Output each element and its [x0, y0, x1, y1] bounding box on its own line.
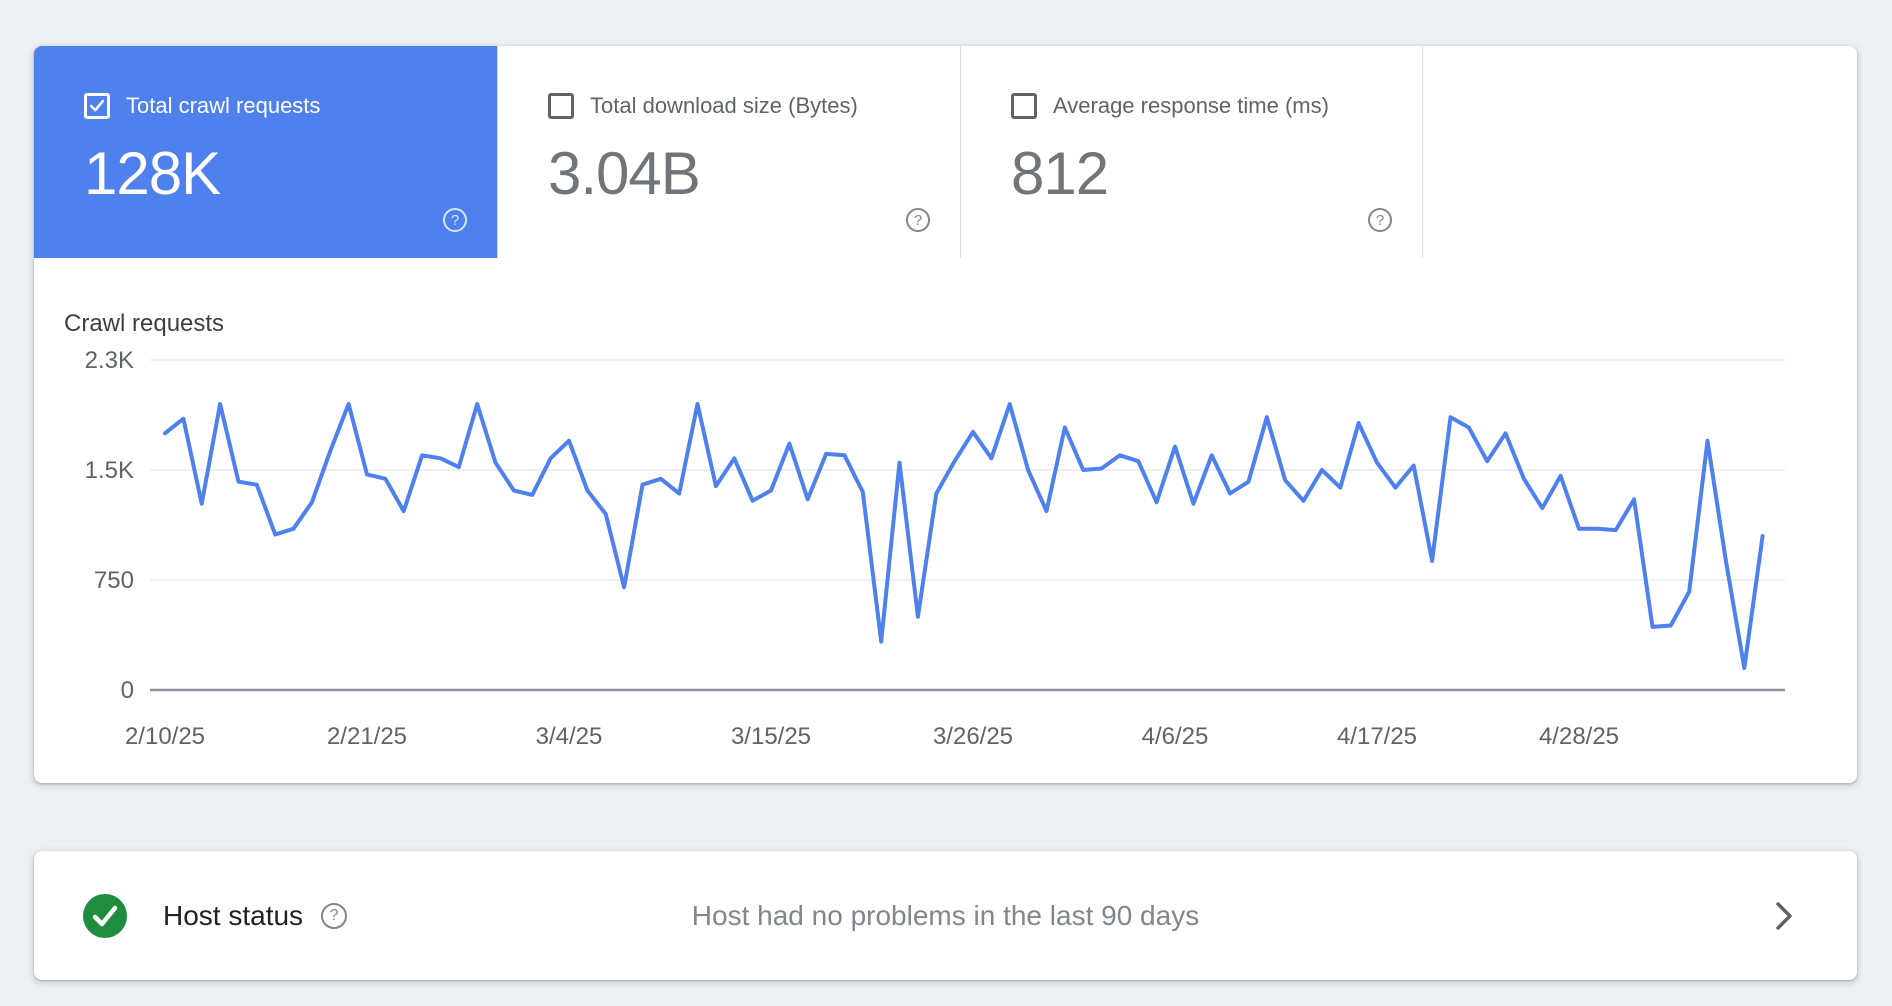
help-icon[interactable]: ? — [321, 902, 348, 929]
svg-text:4/28/25: 4/28/25 — [1539, 723, 1619, 750]
metric-value: 128K — [84, 140, 221, 207]
crawl-requests-chart[interactable]: 0 750 1.5K 2.3K 2/10/25 2/21/25 3/4/25 3/15/25 3… — [34, 258, 1857, 783]
svg-text:2/10/25: 2/10/25 — [125, 723, 205, 750]
help-icon[interactable]: ? — [906, 208, 930, 232]
chevron-right-icon[interactable] — [1775, 900, 1793, 932]
svg-text:1.5K: 1.5K — [85, 457, 134, 484]
metric-label: Total crawl requests — [126, 93, 321, 118]
checkmark-icon — [89, 99, 105, 112]
help-icon[interactable]: ? — [1368, 208, 1392, 232]
svg-text:3/26/25: 3/26/25 — [933, 723, 1013, 750]
metric-label: Average response time (ms) — [1053, 93, 1329, 118]
metric-card-average-response-time[interactable]: Average response time (ms) 812 ? — [960, 46, 1423, 258]
checkbox-checked-icon[interactable] — [84, 93, 110, 119]
checkbox-unchecked-icon[interactable] — [1011, 93, 1037, 119]
host-status-ok-icon — [83, 893, 127, 938]
host-status-row[interactable]: Host status ? Host had no problems in th… — [34, 851, 1857, 980]
host-status-title: Host status — [163, 899, 304, 931]
metrics-row: Total crawl requests 128K ? Total downlo… — [34, 46, 1423, 258]
svg-text:0: 0 — [121, 677, 134, 704]
svg-text:4/17/25: 4/17/25 — [1337, 723, 1417, 750]
host-status-message: Host had no problems in the last 90 days — [691, 899, 1200, 931]
metric-card-total-crawl-requests[interactable]: Total crawl requests 128K ? — [34, 46, 497, 258]
checkbox-unchecked-icon[interactable] — [548, 93, 574, 119]
metric-card-total-download-size[interactable]: Total download size (Bytes) 3.04B ? — [497, 46, 960, 258]
metric-value: 812 — [1011, 140, 1109, 207]
svg-text:4/6/25: 4/6/25 — [1142, 723, 1209, 750]
help-icon[interactable]: ? — [443, 208, 467, 232]
chart-title: Crawl requests — [64, 310, 225, 337]
svg-text:750: 750 — [94, 567, 134, 594]
metric-label: Total download size (Bytes) — [590, 93, 858, 118]
chart-area: Crawl requests 0 750 1.5K 2.3K 2/10/25 2/21/2… — [34, 258, 1857, 783]
svg-text:3/15/25: 3/15/25 — [731, 723, 811, 750]
crawl-stats-card: Total crawl requests 128K ? Total downlo… — [34, 46, 1857, 783]
checkmark-icon — [92, 905, 118, 926]
svg-text:2.3K: 2.3K — [85, 347, 134, 374]
metric-value: 3.04B — [548, 140, 701, 207]
svg-text:2/21/25: 2/21/25 — [327, 723, 407, 750]
svg-text:3/4/25: 3/4/25 — [536, 723, 603, 750]
